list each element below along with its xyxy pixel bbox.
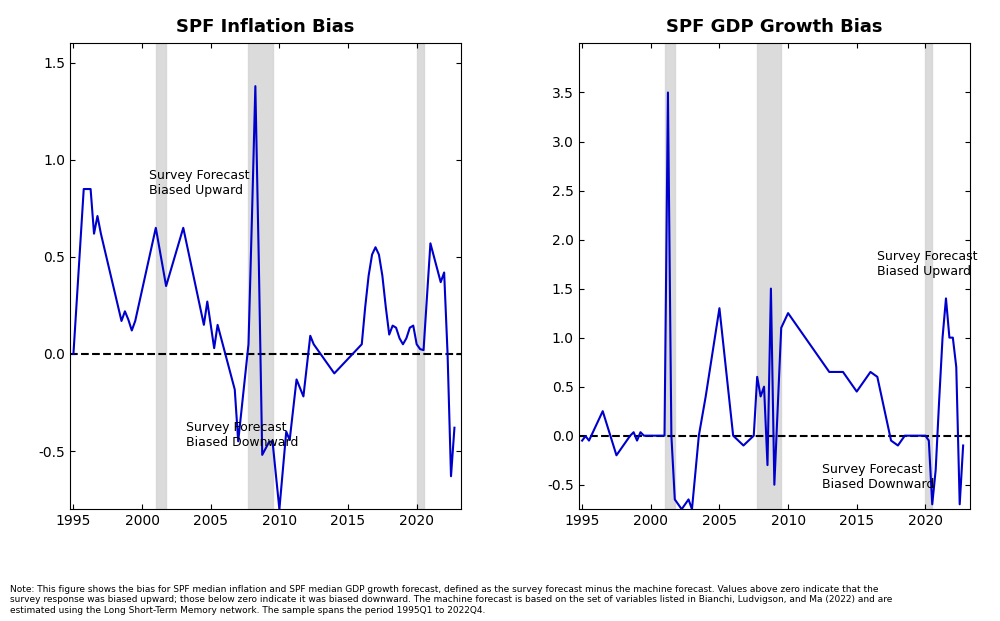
- Bar: [248, 43, 273, 509]
- Bar: [665, 43, 675, 509]
- Bar: [925, 43, 932, 509]
- Bar: [417, 43, 424, 509]
- Text: Survey Forecast
Biased Downward: Survey Forecast Biased Downward: [186, 422, 298, 450]
- Title: SPF Inflation Bias: SPF Inflation Bias: [176, 19, 355, 37]
- Bar: [757, 43, 781, 509]
- Bar: [156, 43, 166, 509]
- Title: SPF GDP Growth Bias: SPF GDP Growth Bias: [666, 19, 883, 37]
- Text: Survey Forecast
Biased Upward: Survey Forecast Biased Upward: [877, 250, 978, 278]
- Text: Survey Forecast
Biased Upward: Survey Forecast Biased Upward: [149, 169, 249, 197]
- Text: Note: This figure shows the bias for SPF median inflation and SPF median GDP gro: Note: This figure shows the bias for SPF…: [10, 585, 892, 615]
- Text: Survey Forecast
Biased Downward: Survey Forecast Biased Downward: [822, 463, 935, 491]
